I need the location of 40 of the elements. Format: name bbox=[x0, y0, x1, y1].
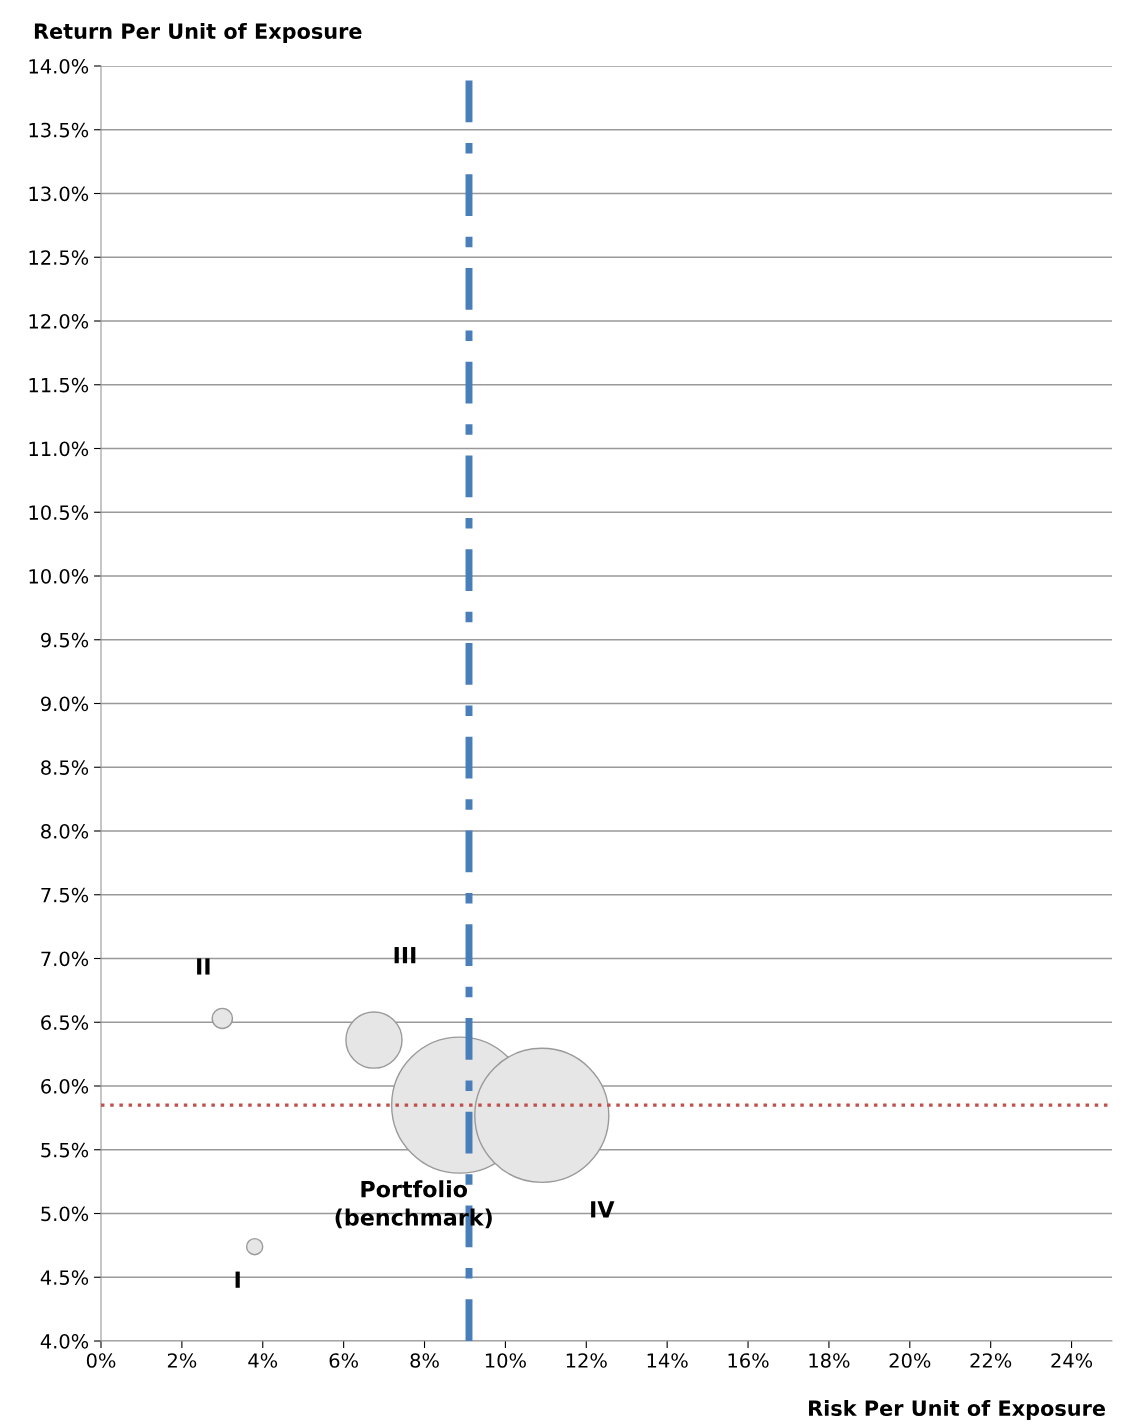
series-label: II bbox=[197, 958, 210, 975]
y-tick-label: 10.0% bbox=[29, 568, 89, 584]
y-tick-label: 7.0% bbox=[41, 951, 89, 967]
x-tick-label: 18% bbox=[809, 1353, 850, 1368]
y-tick-label: 13.0% bbox=[29, 186, 89, 202]
y-tick-label: 11.0% bbox=[29, 441, 89, 457]
x-tick-label: 8% bbox=[410, 1353, 439, 1368]
y-tick-label: 9.0% bbox=[41, 696, 89, 712]
x-tick-label: 2% bbox=[167, 1353, 197, 1368]
y-tick-label: 14.0% bbox=[29, 58, 89, 74]
series-label: I bbox=[235, 1271, 240, 1288]
y-tick-label: 13.5% bbox=[29, 122, 89, 138]
y-tick-label: 11.5% bbox=[29, 377, 89, 393]
y-tick-label: 12.5% bbox=[29, 250, 89, 265]
x-tick-label: 14% bbox=[647, 1353, 688, 1368]
y-tick-label: 8.0% bbox=[41, 823, 89, 839]
x-tick-label: 16% bbox=[728, 1353, 769, 1368]
x-axis-title: Risk Per Unit of Exposure bbox=[809, 1399, 1105, 1421]
y-tick-label: 8.5% bbox=[41, 760, 89, 775]
x-tick-label: 6% bbox=[329, 1353, 358, 1368]
x-tick-label: 24% bbox=[1051, 1353, 1093, 1368]
series-label: IV bbox=[591, 1201, 615, 1218]
x-tick-label: 20% bbox=[889, 1353, 931, 1368]
y-tick-label: 9.5% bbox=[41, 632, 89, 648]
y-tick-label: 4.5% bbox=[40, 1270, 89, 1285]
y-tick-label: 12.0% bbox=[29, 313, 89, 329]
x-tick-label: 10% bbox=[485, 1353, 526, 1368]
y-tick-label: 6.5% bbox=[41, 1015, 89, 1030]
y-tick-label: 5.0% bbox=[41, 1206, 89, 1222]
y-tick-label: 6.0% bbox=[41, 1078, 89, 1094]
x-tick-label: 22% bbox=[970, 1353, 1012, 1368]
y-tick-label: 5.5% bbox=[41, 1142, 89, 1158]
y-tick-label: 4.0% bbox=[40, 1333, 89, 1349]
x-tick-label: 0% bbox=[86, 1353, 116, 1368]
y-tick-label: 10.5% bbox=[29, 505, 89, 520]
x-tick-label: 4% bbox=[248, 1353, 278, 1368]
x-tick-label: 12% bbox=[566, 1353, 607, 1368]
y-tick-label: 7.5% bbox=[41, 887, 89, 903]
text: III bbox=[394, 947, 416, 964]
y-axis-title: Return Per Unit of Exposure bbox=[34, 22, 362, 44]
